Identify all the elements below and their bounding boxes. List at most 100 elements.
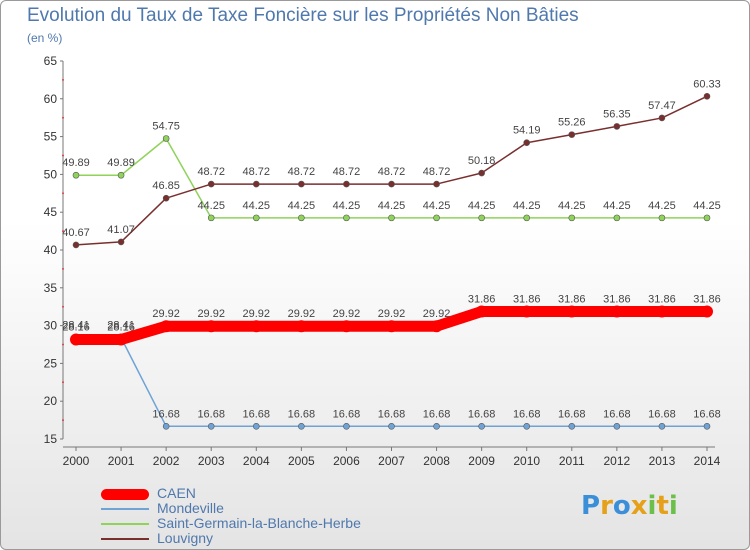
data-point-louvigny (117, 238, 125, 246)
data-point-mondeville (433, 422, 440, 430)
x-tick-label: 2005 (288, 454, 315, 468)
data-label-louvigny: 50.18 (468, 155, 496, 167)
data-point-caen (115, 333, 128, 346)
y-tick-label: 30 (44, 319, 58, 333)
data-point-saint-germain-la-blanche-herbe (613, 214, 621, 222)
data-label-louvigny: 57.47 (648, 100, 676, 112)
legend-swatch-saint-germain (101, 523, 149, 525)
data-label-caen: 29.92 (243, 308, 271, 320)
data-label-caen: 31.86 (558, 294, 586, 306)
data-point-caen (475, 305, 488, 318)
data-label-saint-germain-la-blanche-herbe: 44.25 (243, 200, 271, 212)
data-label-saint-germain-la-blanche-herbe: 44.25 (468, 200, 496, 212)
data-point-louvigny (523, 139, 531, 147)
chart-title: Evolution du Taux de Taxe Foncière sur l… (27, 5, 579, 26)
data-point-caen (340, 320, 353, 333)
legend-swatch-louvigny (101, 538, 149, 540)
data-label-caen: 29.92 (333, 308, 361, 320)
data-label-mondeville: 16.68 (558, 408, 586, 420)
data-point-saint-germain-la-blanche-herbe (162, 135, 170, 142)
data-label-caen: 28.16 (107, 322, 135, 334)
y-minor-tick (62, 192, 64, 195)
y-minor-tick (62, 305, 64, 308)
data-point-mondeville (388, 422, 395, 430)
data-point-mondeville (478, 422, 485, 430)
y-tick-label: 35 (44, 281, 58, 295)
data-label-caen: 31.86 (648, 294, 676, 306)
y-minor-tick (62, 419, 64, 422)
data-label-mondeville: 16.68 (648, 408, 676, 420)
x-tick-label: 2000 (63, 454, 90, 468)
y-tick-label: 15 (44, 432, 58, 446)
data-label-saint-germain-la-blanche-herbe: 49.89 (107, 157, 135, 169)
data-label-saint-germain-la-blanche-herbe: 44.25 (378, 200, 406, 212)
y-minor-tick (62, 78, 64, 81)
data-label-caen: 28.16 (62, 322, 90, 334)
data-point-saint-germain-la-blanche-herbe (433, 214, 440, 222)
data-label-mondeville: 16.68 (423, 408, 451, 420)
data-point-saint-germain-la-blanche-herbe (72, 171, 80, 179)
y-tick-label: 65 (44, 54, 58, 68)
data-point-saint-germain-la-blanche-herbe (298, 214, 305, 222)
x-tick-label: 2003 (198, 454, 225, 468)
data-point-saint-germain-la-blanche-herbe (343, 214, 350, 222)
x-tick-label: 2011 (559, 454, 585, 468)
data-label-mondeville: 16.68 (468, 408, 496, 420)
data-point-caen (520, 305, 533, 318)
data-label-saint-germain-la-blanche-herbe: 44.25 (423, 200, 451, 212)
data-label-saint-germain-la-blanche-herbe: 44.25 (558, 200, 586, 212)
data-label-saint-germain-la-blanche-herbe: 54.75 (152, 120, 180, 132)
data-label-louvigny: 56.35 (603, 108, 631, 120)
x-tick-label: 2009 (468, 454, 495, 468)
data-point-louvigny (703, 93, 711, 100)
data-label-saint-germain-la-blanche-herbe: 44.25 (603, 200, 631, 212)
data-point-caen (430, 320, 443, 333)
data-label-caen: 29.92 (152, 308, 180, 320)
data-point-caen (701, 305, 713, 318)
legend-label-saint-germain: Saint-Germain-la-Blanche-Herbe (157, 515, 361, 531)
y-minor-tick (62, 267, 64, 270)
data-label-louvigny: 55.26 (558, 117, 586, 129)
x-tick-label: 2004 (243, 454, 270, 468)
data-label-saint-germain-la-blanche-herbe: 44.25 (288, 200, 316, 212)
data-point-mondeville (343, 422, 350, 430)
data-point-louvigny (207, 180, 215, 188)
data-label-mondeville: 16.68 (693, 408, 721, 420)
data-label-louvigny: 40.67 (62, 227, 90, 239)
data-label-caen: 29.92 (197, 308, 225, 320)
data-point-caen (565, 305, 578, 318)
data-point-caen (655, 305, 668, 318)
data-point-louvigny (298, 180, 305, 188)
y-axis-unit: (en %) (27, 31, 63, 45)
data-point-louvigny (433, 180, 440, 188)
data-label-mondeville: 16.68 (603, 408, 631, 420)
data-point-saint-germain-la-blanche-herbe (117, 171, 125, 179)
data-label-louvigny: 48.72 (288, 166, 316, 178)
data-point-louvigny (478, 169, 485, 177)
data-point-saint-germain-la-blanche-herbe (207, 214, 215, 222)
data-point-mondeville (523, 422, 531, 430)
data-label-caen: 31.86 (693, 294, 721, 306)
y-minor-tick (62, 381, 64, 384)
x-tick-label: 2006 (333, 454, 360, 468)
x-tick-label: 2013 (649, 454, 676, 468)
y-minor-tick (62, 230, 64, 233)
data-label-caen: 31.86 (513, 294, 541, 306)
data-label-saint-germain-la-blanche-herbe: 44.25 (648, 200, 676, 212)
y-tick-label: 50 (44, 167, 58, 181)
data-point-saint-germain-la-blanche-herbe (703, 214, 711, 222)
data-label-caen: 29.92 (378, 308, 406, 320)
data-point-louvigny (568, 131, 576, 138)
x-tick-label: 2008 (423, 454, 450, 468)
legend-label-louvigny: Louvigny (157, 530, 214, 546)
x-tick-label: 2007 (378, 454, 405, 468)
data-point-mondeville (568, 422, 576, 430)
data-label-mondeville: 16.68 (513, 408, 541, 420)
data-label-mondeville: 28.41 (62, 320, 90, 332)
data-point-mondeville (207, 422, 215, 430)
data-point-caen (205, 320, 218, 333)
data-label-louvigny: 48.72 (197, 166, 225, 178)
data-label-saint-germain-la-blanche-herbe: 44.25 (197, 200, 225, 212)
